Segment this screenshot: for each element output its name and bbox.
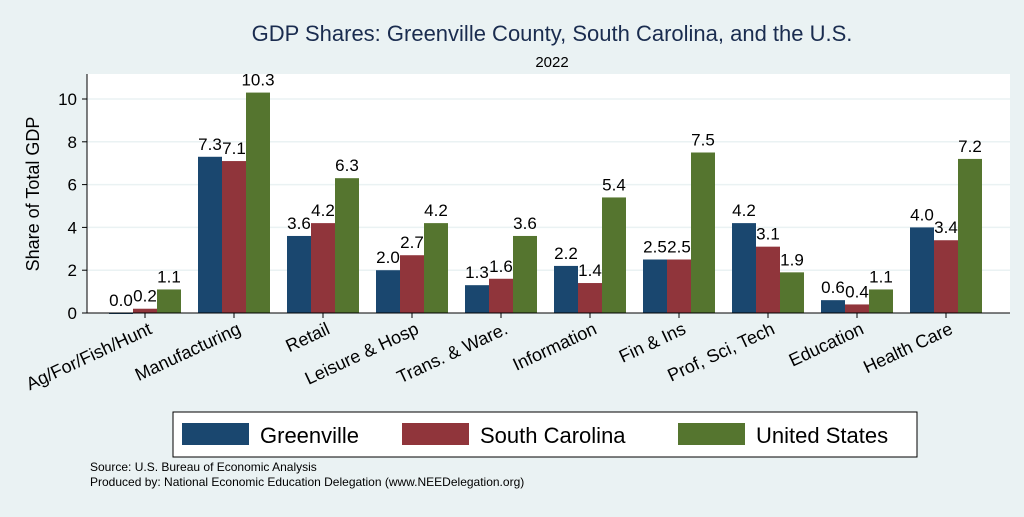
y-axis-label: Share of Total GDP: [23, 117, 43, 272]
data-label: 1.1: [157, 267, 181, 286]
data-label: 0.2: [133, 287, 157, 306]
data-label: 7.3: [198, 135, 222, 154]
bar-south-carolina: [578, 283, 602, 313]
data-label: 3.4: [934, 218, 958, 237]
data-label: 1.1: [869, 267, 893, 286]
data-label: 1.3: [465, 263, 489, 282]
bar-united-states: [602, 197, 626, 313]
bar-greenville: [910, 227, 934, 313]
data-label: 3.6: [287, 214, 311, 233]
legend-box: [172, 411, 918, 458]
data-label: 7.1: [222, 139, 246, 158]
data-label: 3.1: [756, 225, 780, 244]
data-label: 2.5: [667, 238, 691, 257]
y-tick-label: 6: [68, 176, 77, 195]
data-label: 4.2: [424, 201, 448, 220]
bar-greenville: [643, 259, 667, 313]
chart-subtitle: 2022: [535, 54, 568, 71]
legend-label: South Carolina: [480, 423, 626, 448]
source-note: Source: U.S. Bureau of Economic Analysis: [90, 460, 317, 474]
bar-greenville: [554, 265, 578, 313]
data-label: 2.0: [376, 248, 400, 267]
legend-label: Greenville: [260, 423, 359, 448]
bar-greenville: [465, 285, 489, 313]
data-label: 1.4: [578, 261, 602, 280]
bar-south-carolina: [311, 223, 335, 313]
bar-south-carolina: [845, 304, 869, 313]
y-tick-label: 10: [58, 90, 77, 109]
data-label: 1.6: [489, 257, 513, 276]
data-label: 1.9: [780, 250, 804, 269]
bar-south-carolina: [667, 259, 691, 313]
legend-swatch: [182, 423, 249, 445]
bar-south-carolina: [222, 161, 246, 313]
data-label: 7.2: [958, 137, 982, 156]
data-label: 10.3: [241, 71, 274, 90]
data-label: 2.7: [400, 233, 424, 252]
bar-united-states: [246, 92, 270, 313]
legend-swatch: [678, 423, 745, 445]
bar-united-states: [424, 223, 448, 313]
bar-south-carolina: [133, 308, 157, 313]
legend-label: United States: [756, 423, 888, 448]
bar-south-carolina: [489, 278, 513, 313]
bar-greenville: [376, 270, 400, 313]
bar-united-states: [691, 152, 715, 313]
data-label: 2.2: [554, 244, 578, 263]
y-tick-label: 8: [68, 133, 77, 152]
y-tick-label: 0: [68, 304, 77, 323]
bar-united-states: [513, 235, 537, 313]
bar-united-states: [869, 289, 893, 313]
bar-greenville: [287, 235, 311, 313]
bar-greenville: [821, 300, 845, 313]
data-label: 4.0: [910, 205, 934, 224]
data-label: 5.4: [602, 175, 626, 194]
data-label: 0.0: [109, 291, 133, 310]
bar-greenville: [732, 223, 756, 313]
legend-swatch: [402, 423, 469, 445]
y-tick-label: 4: [68, 218, 77, 237]
data-label: 7.5: [691, 131, 715, 150]
chart-title: GDP Shares: Greenville County, South Car…: [252, 21, 853, 46]
data-label: 0.6: [821, 278, 845, 297]
bar-united-states: [335, 178, 359, 313]
data-label: 6.3: [335, 156, 359, 175]
legend: Greenville South Carolina United States: [172, 411, 918, 458]
bar-united-states: [157, 289, 181, 313]
bar-united-states: [958, 158, 982, 313]
bar-united-states: [780, 272, 804, 313]
data-label: 2.5: [643, 238, 667, 257]
bar-south-carolina: [934, 240, 958, 313]
y-tick-label: 2: [68, 261, 77, 280]
data-label: 0.4: [845, 282, 869, 301]
produced-by-note: Produced by: National Economic Education…: [90, 475, 524, 489]
bar-south-carolina: [400, 255, 424, 313]
data-label: 4.2: [311, 201, 335, 220]
data-label: 4.2: [732, 201, 756, 220]
data-label: 3.6: [513, 214, 537, 233]
bar-greenville: [198, 156, 222, 313]
bar-south-carolina: [756, 246, 780, 313]
